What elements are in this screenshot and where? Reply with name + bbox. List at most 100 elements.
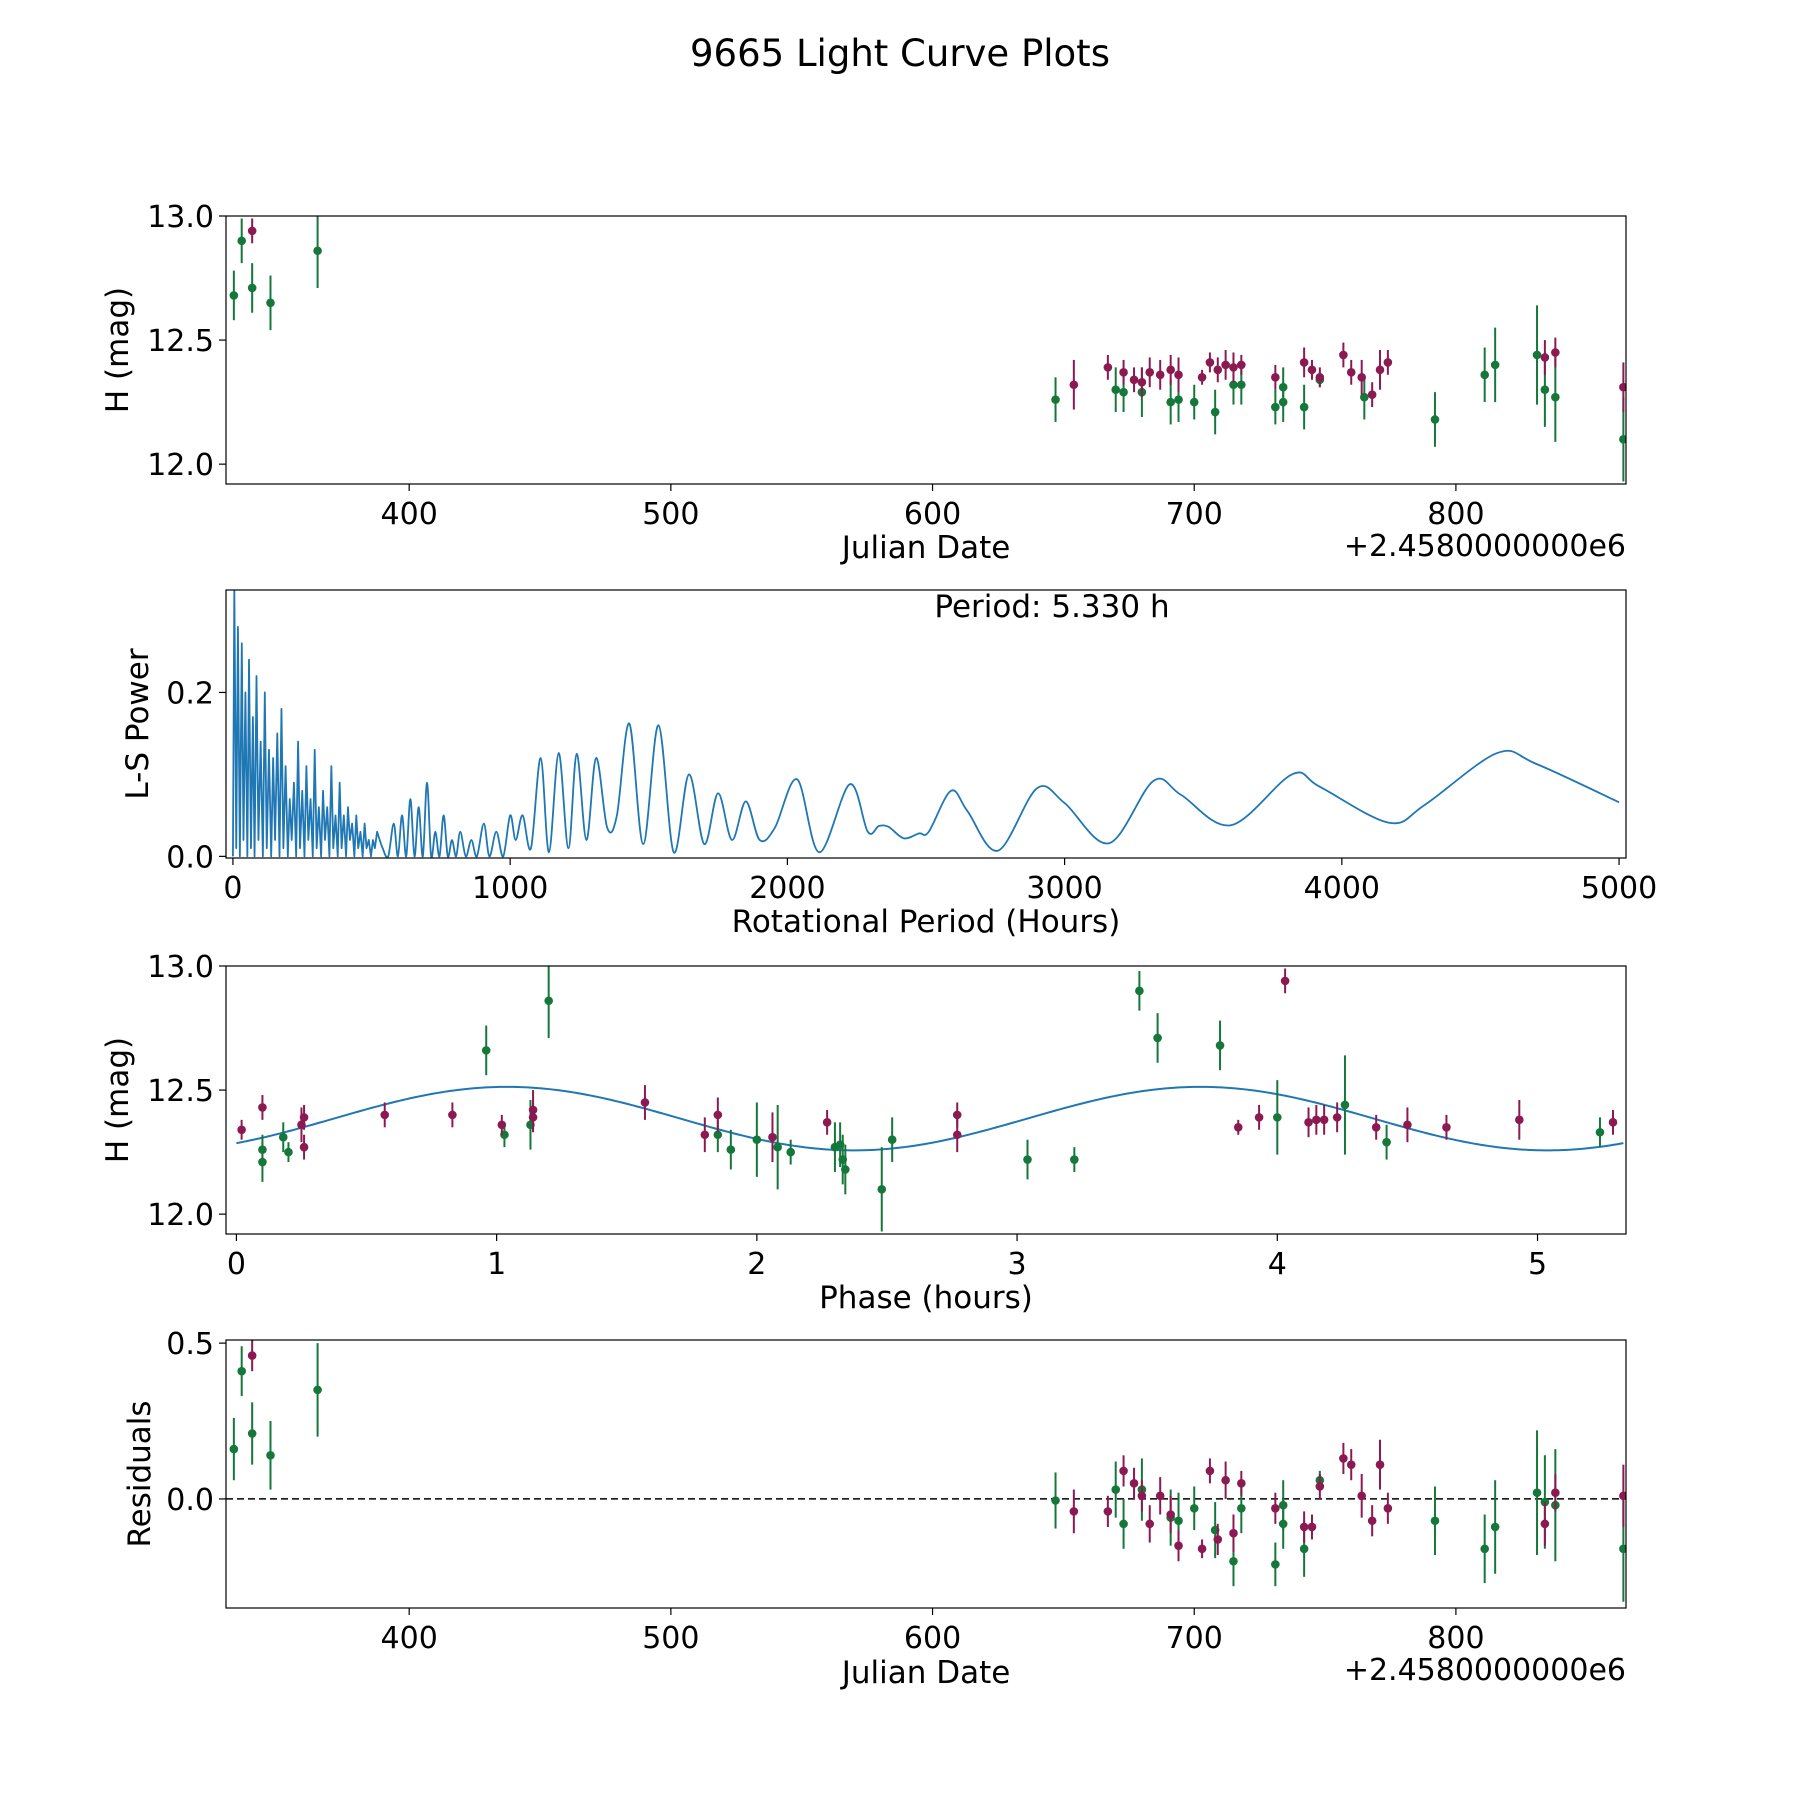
phased-point-green (1070, 1147, 1079, 1172)
residuals-point-magenta (1129, 1467, 1139, 1499)
phased-point-magenta (1233, 1119, 1243, 1135)
data-point (1233, 1122, 1243, 1132)
phased-point-green (544, 966, 553, 1038)
data-point (726, 1145, 736, 1154)
residuals-point-magenta (1540, 1502, 1550, 1546)
lightcurve-point-green (266, 275, 275, 331)
data-point (1540, 1519, 1550, 1529)
data-point (1237, 1503, 1246, 1513)
phased-marks (236, 966, 1624, 1232)
phased-point-magenta (1371, 1114, 1381, 1140)
data-point (544, 996, 553, 1006)
data-point (1189, 1503, 1199, 1513)
phased-point-magenta (299, 1134, 309, 1160)
data-point (1119, 387, 1128, 397)
lightcurve-xtick-label: 600 (904, 497, 961, 532)
data-point (713, 1130, 723, 1140)
residuals-plot-area (226, 1340, 1626, 1602)
phased-ytick-label: 12.5 (147, 1074, 214, 1109)
lightcurve-point-green (1271, 389, 1280, 425)
lightcurve-ylabel: H (mag) (100, 287, 136, 413)
residuals-xtick-label: 700 (1166, 1621, 1223, 1656)
lightcurve-point-green (237, 218, 247, 264)
lightcurve-point-magenta (1137, 367, 1147, 398)
data-point (380, 1110, 390, 1120)
phased-point-magenta (1442, 1114, 1451, 1140)
data-point (1119, 368, 1128, 377)
data-point (497, 1120, 507, 1130)
lightcurve-ticks: 400 500 600 700 800 12.0 12.5 13.0 (147, 200, 1484, 532)
data-point (773, 1142, 782, 1152)
residuals-point-magenta (1315, 1474, 1325, 1499)
data-point (952, 1110, 962, 1120)
data-point (1382, 1137, 1391, 1147)
residuals-point-magenta (1166, 1495, 1175, 1534)
data-point (952, 1130, 962, 1140)
data-point (1197, 1544, 1207, 1554)
phased-point-magenta (822, 1109, 832, 1135)
periodogram-xtick-label: 1000 (472, 871, 548, 906)
phased-point-green (786, 1139, 795, 1165)
residuals-point-magenta (247, 1340, 257, 1372)
residuals-point-green (247, 1402, 257, 1465)
residuals-xtick-label: 800 (1427, 1621, 1484, 1656)
residuals-ytick-label: 0.5 (166, 1327, 214, 1362)
lightcurve-point-magenta (1129, 367, 1139, 393)
data-point (1480, 1544, 1489, 1554)
phased-point-magenta (1280, 968, 1290, 994)
data-point (1145, 1519, 1155, 1529)
phased-point-magenta (1312, 1104, 1321, 1135)
lightcurve-point-green (1210, 389, 1220, 435)
phased-ticks: 0 1 2 3 4 5 12.0 12.5 13.0 (147, 950, 1547, 1282)
lightcurve-point-magenta (1357, 359, 1367, 395)
data-point (1229, 1556, 1238, 1566)
data-point (700, 1130, 710, 1140)
lightcurve-point-magenta (1271, 364, 1280, 390)
data-point (1166, 1510, 1175, 1519)
data-point (1215, 1041, 1225, 1050)
lightcurve-point-green (1480, 347, 1489, 403)
data-point (1213, 365, 1223, 375)
data-point (1442, 1122, 1451, 1132)
data-point (1619, 382, 1626, 392)
data-point (1069, 380, 1079, 390)
lightcurve-xlabel: Julian Date (840, 530, 1011, 566)
data-point (1051, 1496, 1060, 1505)
residuals-point-magenta (1271, 1492, 1280, 1524)
phased-point-green (887, 1117, 897, 1163)
lightcurve-point-magenta (1339, 342, 1348, 368)
lightcurve-point-green (313, 216, 322, 288)
data-point (1174, 1516, 1183, 1526)
lightcurve-point-magenta (1221, 350, 1230, 380)
lightcurve-point-magenta (1155, 359, 1165, 390)
data-point (1339, 1454, 1348, 1463)
residuals-point-magenta (1375, 1439, 1385, 1490)
data-point (1307, 365, 1317, 375)
data-point (1340, 1100, 1350, 1110)
lightcurve-point-magenta (1346, 359, 1356, 385)
data-point (1430, 415, 1440, 424)
phased-point-green (258, 1134, 267, 1165)
data-point (1174, 1541, 1183, 1550)
lightcurve-point-magenta (1069, 359, 1079, 410)
data-point (1339, 350, 1348, 360)
lightcurve-marks (229, 216, 1626, 482)
data-point (299, 1113, 309, 1122)
lightcurve-xtick-label: 400 (381, 497, 438, 532)
lightcurve-point-green (1051, 377, 1060, 422)
residuals-point-magenta (1205, 1458, 1215, 1484)
residuals-point-magenta (1213, 1523, 1223, 1556)
data-point (258, 1103, 267, 1112)
data-point (1119, 1519, 1128, 1529)
residuals-point-magenta (1619, 1464, 1626, 1527)
residuals-point-magenta (1069, 1489, 1079, 1534)
phased-point-magenta (1608, 1109, 1618, 1135)
data-point (1111, 385, 1121, 395)
residuals-point-magenta (1383, 1492, 1393, 1524)
phased-point-magenta (237, 1119, 246, 1140)
lightcurve-point-magenta (1103, 354, 1113, 380)
lightcurve-plot-area (229, 216, 1626, 482)
data-point (1315, 372, 1325, 382)
data-point (1357, 1491, 1367, 1501)
phased-ylabel: H (mag) (100, 1037, 136, 1163)
